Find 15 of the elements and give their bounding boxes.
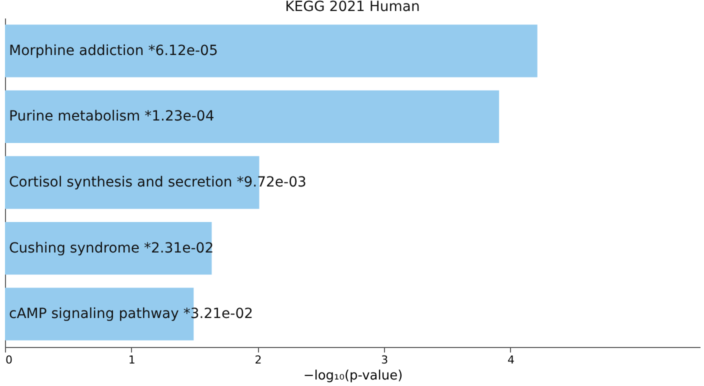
x-tick-label: 1 [128,354,136,366]
x-tick-label: 0 [6,354,12,366]
x-axis-title: −log₁₀(p-value) [303,368,403,384]
x-tick-label: 2 [254,354,262,366]
y-tick-label: cAMP signaling pathway *3.21e-02 [9,306,254,322]
y-tick-label: Morphine addiction *6.12e-05 [9,42,218,59]
chart-title: KEGG 2021 Human [285,0,420,15]
y-tick-label: Cortisol synthesis and secretion *9.72e-03 [9,174,306,190]
bar [5,222,212,275]
x-tick-label: 3 [381,354,388,366]
y-tick-label: Cushing syndrome *2.31e-02 [9,240,214,256]
x-tick-label: 4 [507,354,514,366]
bar [5,90,500,144]
y-tick-label: Purine metabolism *1.23e-04 [9,108,214,125]
bar [5,24,538,78]
